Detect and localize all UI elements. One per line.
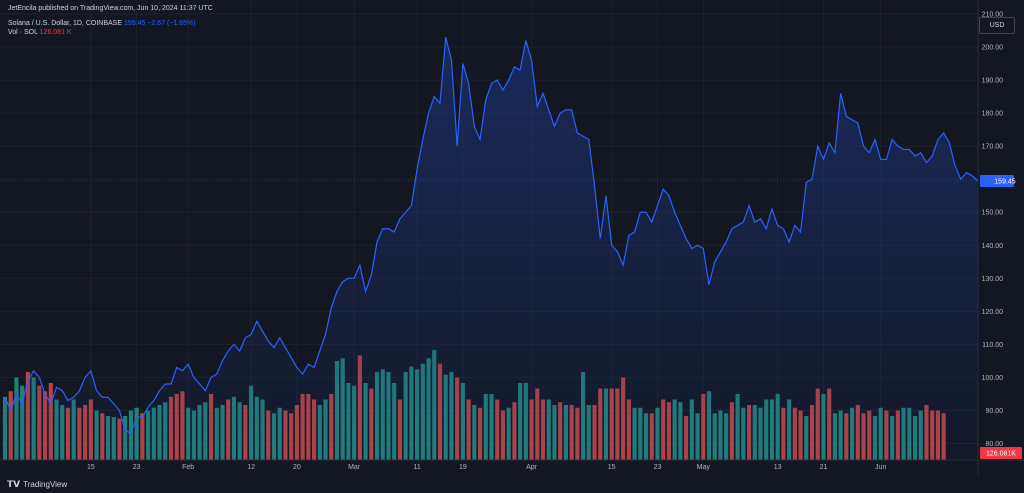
publisher-line: JetEncila published on TradingView.com, … bbox=[8, 5, 213, 12]
x-tick-label: Apr bbox=[526, 464, 538, 471]
last-volume-badge bbox=[980, 447, 1022, 459]
x-tick-label: 23 bbox=[133, 464, 141, 471]
last-price-label: 159.45 bbox=[994, 179, 1016, 186]
price-change-value: −2.67 (−1.65%) bbox=[147, 20, 196, 27]
volume-value: 126.081 K bbox=[39, 29, 72, 36]
y-tick-label: 130.00 bbox=[982, 276, 1004, 283]
y-tick-label: 140.00 bbox=[982, 243, 1004, 250]
last-price-value: 159.45 bbox=[123, 20, 146, 27]
x-tick-label: Feb bbox=[182, 464, 194, 471]
tradingview-logo[interactable]: 𝗧𝗩 TradingView bbox=[7, 479, 67, 490]
y-tick-label: 180.00 bbox=[982, 111, 1004, 118]
x-tick-label: Jun bbox=[875, 464, 886, 471]
x-tick-label: 20 bbox=[293, 464, 301, 471]
x-tick-label: 19 bbox=[459, 464, 467, 471]
y-tick-label: 200.00 bbox=[982, 45, 1004, 52]
x-tick-label: 13 bbox=[774, 464, 782, 471]
x-tick-label: 21 bbox=[820, 464, 828, 471]
y-tick-label: 120.00 bbox=[982, 309, 1004, 316]
currency-button[interactable]: USD bbox=[979, 17, 1015, 34]
y-tick-label: 210.00 bbox=[982, 12, 1004, 19]
symbol-name: Solana / U.S. Dollar, 1D, COINBASE bbox=[8, 20, 122, 27]
y-tick-label: 170.00 bbox=[982, 144, 1004, 151]
last-volume-label: 126.081K bbox=[986, 451, 1016, 458]
symbol-legend[interactable]: Solana / U.S. Dollar, 1D, COINBASE 159.4… bbox=[8, 20, 196, 27]
y-tick-label: 90.00 bbox=[985, 408, 1003, 415]
footer-bar bbox=[0, 476, 1024, 493]
price-axis-bg bbox=[978, 0, 1024, 476]
x-tick-label: 15 bbox=[87, 464, 95, 471]
x-tick-label: 15 bbox=[608, 464, 616, 471]
last-price-badge bbox=[980, 175, 1014, 188]
x-tick-label: May bbox=[697, 464, 711, 471]
y-tick-label: 190.00 bbox=[982, 78, 1004, 85]
y-tick-label: 110.00 bbox=[982, 342, 1003, 349]
x-tick-label: 12 bbox=[247, 464, 255, 471]
y-tick-label: 80.00 bbox=[985, 441, 1003, 448]
volume-legend[interactable]: Vol · SOL 126.081 K bbox=[8, 29, 72, 36]
y-tick-label: 150.00 bbox=[982, 210, 1004, 217]
volume-label: Vol · SOL bbox=[8, 29, 38, 36]
x-tick-label: 23 bbox=[654, 464, 662, 471]
y-tick-label: 100.00 bbox=[982, 375, 1004, 382]
price-line bbox=[4, 36, 979, 435]
tradingview-logo-text: TradingView bbox=[23, 480, 68, 489]
price-area-fill bbox=[5, 37, 978, 460]
x-tick-label: 11 bbox=[413, 464, 420, 471]
tradingview-logo-icon: 𝗧𝗩 bbox=[7, 479, 21, 489]
x-tick-label: Mar bbox=[348, 464, 361, 471]
